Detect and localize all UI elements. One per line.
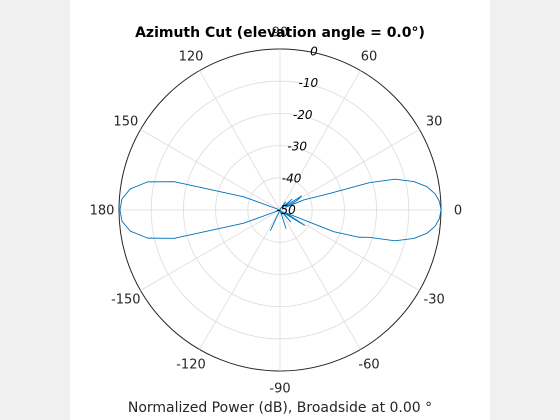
radial-tick-label: -30 [287, 140, 307, 154]
radial-tick-label: 0 [310, 44, 318, 58]
polar-grid [118, 48, 442, 372]
angle-tick-label: 0 [454, 204, 462, 219]
grid-spoke [140, 209, 281, 291]
radial-tick-labels: 0 -10 -20 -30 -40 -50 [276, 44, 318, 217]
angle-tick-label: 60 [361, 49, 378, 64]
angle-tick-label: -90 [269, 382, 290, 397]
radial-tick-label: -40 [282, 171, 302, 185]
angle-tick-label: 180 [90, 204, 115, 219]
angle-tick-label: 90 [272, 26, 289, 41]
angle-tick-label: 120 [179, 49, 204, 64]
radial-tick-label: -50 [276, 203, 296, 217]
angle-tick-label: -120 [176, 358, 206, 373]
chart-title: Azimuth Cut (elevation angle = 0.0°) [135, 25, 425, 41]
grid-spoke [279, 209, 361, 350]
grid-spoke [199, 70, 281, 211]
angle-tick-label: 150 [113, 115, 138, 130]
angle-tick-label: -60 [358, 358, 379, 373]
grid-spoke [140, 129, 281, 211]
series-group [119, 178, 442, 242]
angle-tick-labels: 0 30 60 90 120 150 180 -150 -120 -90 -60 -30 [90, 26, 463, 397]
x-axis-label: Normalized Power (dB), Broadside at 0.00… [128, 400, 432, 416]
pattern-series-line [119, 178, 442, 242]
grid-spoke [279, 209, 420, 291]
angle-tick-label: -150 [111, 293, 141, 308]
grid-spoke [279, 70, 361, 211]
radial-tick-label: -10 [299, 76, 319, 90]
angle-tick-label: 30 [426, 115, 443, 130]
angle-tick-label: -30 [424, 293, 445, 308]
radial-tick-label: -20 [293, 108, 313, 122]
grid-spoke [279, 129, 420, 211]
grid-spoke [199, 209, 281, 350]
